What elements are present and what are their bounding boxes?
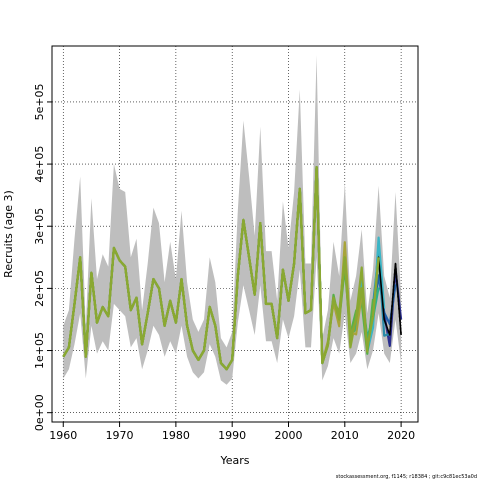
x-tick-label: 1960 — [49, 429, 77, 442]
grid-lines — [52, 46, 418, 422]
x-tick-label: 2000 — [274, 429, 302, 442]
estimate-overlay-line — [62, 165, 380, 371]
x-tick-label: 1980 — [162, 429, 190, 442]
plot-frame — [51, 45, 419, 423]
x-axis-title: Years — [219, 454, 249, 467]
y-tick-label: 1e+05 — [33, 332, 46, 369]
estimate-series — [62, 165, 402, 371]
x-axis: 1960 1970 1980 1990 2000 2010 2020 — [49, 422, 415, 442]
y-tick-label: 3e+05 — [33, 208, 46, 245]
footer-note: stockassessment.org, f1145; r18384 ; git… — [336, 474, 477, 480]
ci-band-area — [63, 55, 402, 385]
y-tick-label: 0e+00 — [33, 394, 46, 431]
x-tick-label: 2020 — [387, 429, 415, 442]
y-tick-label: 5e+05 — [33, 83, 46, 120]
x-tick-label: 1970 — [106, 429, 134, 442]
y-tick-label: 2e+05 — [33, 270, 46, 307]
x-tick-label: 2010 — [331, 429, 359, 442]
y-tick-label: 4e+05 — [33, 146, 46, 183]
confidence-band — [63, 55, 402, 385]
y-axis: 0e+00 1e+05 2e+05 3e+05 4e+05 5e+05 — [33, 83, 52, 431]
x-tick-label: 1990 — [218, 429, 246, 442]
y-axis-title: Recruits (age 3) — [2, 190, 15, 278]
